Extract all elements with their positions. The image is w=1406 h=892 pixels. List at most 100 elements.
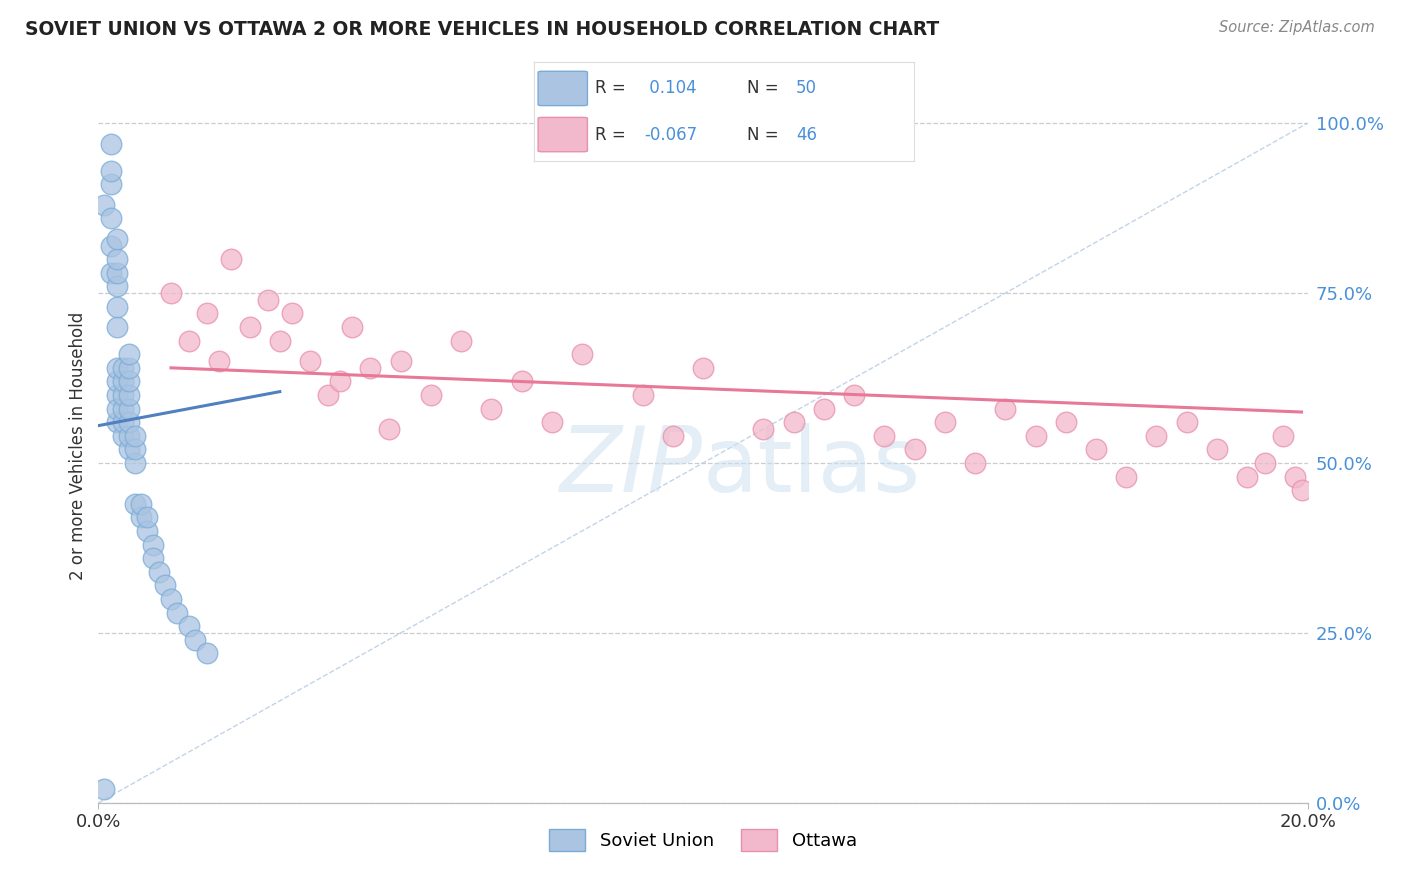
Y-axis label: 2 or more Vehicles in Household: 2 or more Vehicles in Household [69,312,87,580]
Point [481,401,503,416]
Point [692,360,714,375]
Point [994,401,1017,416]
FancyBboxPatch shape [538,71,588,105]
Point [342,320,364,334]
Point [239,320,262,334]
Point [100,136,122,151]
Point [129,497,152,511]
Point [124,456,146,470]
Point [179,619,201,633]
Point [105,300,128,314]
Point [100,211,122,226]
Point [160,286,183,301]
Point [118,347,141,361]
Point [420,388,443,402]
Point [571,347,593,361]
Point [105,360,128,375]
Point [450,334,472,348]
Point [299,354,322,368]
Point [100,178,122,192]
Point [105,320,128,334]
Point [118,401,141,416]
Point [105,279,128,293]
Point [142,551,165,566]
Point [118,429,141,443]
Point [105,415,128,429]
Point [166,606,188,620]
Point [118,442,141,457]
Point [873,429,896,443]
Point [111,375,134,389]
Point [100,238,122,252]
Point [100,266,122,280]
Point [329,375,352,389]
Point [813,401,835,416]
Point [124,497,146,511]
Point [153,578,176,592]
Point [105,401,128,416]
Point [208,354,231,368]
Point [1085,442,1108,457]
Point [105,388,128,402]
Text: N =: N = [747,126,783,144]
Point [105,266,128,280]
Point [1272,429,1295,443]
Point [1054,415,1077,429]
Point [661,429,683,443]
FancyBboxPatch shape [538,118,588,152]
Point [1206,442,1229,457]
Point [179,334,201,348]
Point [1115,469,1137,483]
Point [783,415,806,429]
Point [195,646,218,660]
Point [360,360,382,375]
Point [1254,456,1277,470]
Point [377,422,399,436]
Text: Source: ZipAtlas.com: Source: ZipAtlas.com [1219,20,1375,35]
Point [1175,415,1198,429]
Point [111,401,134,416]
Text: -0.067: -0.067 [644,126,697,144]
Point [111,415,134,429]
Point [1284,469,1306,483]
Point [118,388,141,402]
Text: 0.104: 0.104 [644,79,697,97]
Point [105,252,128,266]
Point [904,442,927,457]
Point [281,306,304,320]
Text: 46: 46 [796,126,817,144]
Point [221,252,243,266]
Point [142,537,165,551]
Point [844,388,866,402]
Point [111,388,134,402]
Point [1291,483,1313,498]
Point [269,334,291,348]
Point [148,565,170,579]
Point [118,415,141,429]
Legend: Soviet Union, Ottawa: Soviet Union, Ottawa [543,822,863,858]
Text: SOVIET UNION VS OTTAWA 2 OR MORE VEHICLES IN HOUSEHOLD CORRELATION CHART: SOVIET UNION VS OTTAWA 2 OR MORE VEHICLE… [25,20,939,38]
Point [111,360,134,375]
Point [631,388,654,402]
Point [1236,469,1258,483]
Text: 50: 50 [796,79,817,97]
Point [105,375,128,389]
Point [105,232,128,246]
Point [1024,429,1046,443]
Point [1144,429,1167,443]
Point [752,422,775,436]
Text: ZIP: ZIP [560,424,703,511]
Point [111,429,134,443]
Point [256,293,278,307]
Point [934,415,956,429]
Point [510,375,533,389]
Point [93,198,115,212]
Point [184,632,207,647]
Point [316,388,339,402]
Point [124,442,146,457]
Point [93,782,115,797]
Point [135,524,157,538]
Text: R =: R = [595,126,631,144]
Point [195,306,218,320]
Point [965,456,987,470]
